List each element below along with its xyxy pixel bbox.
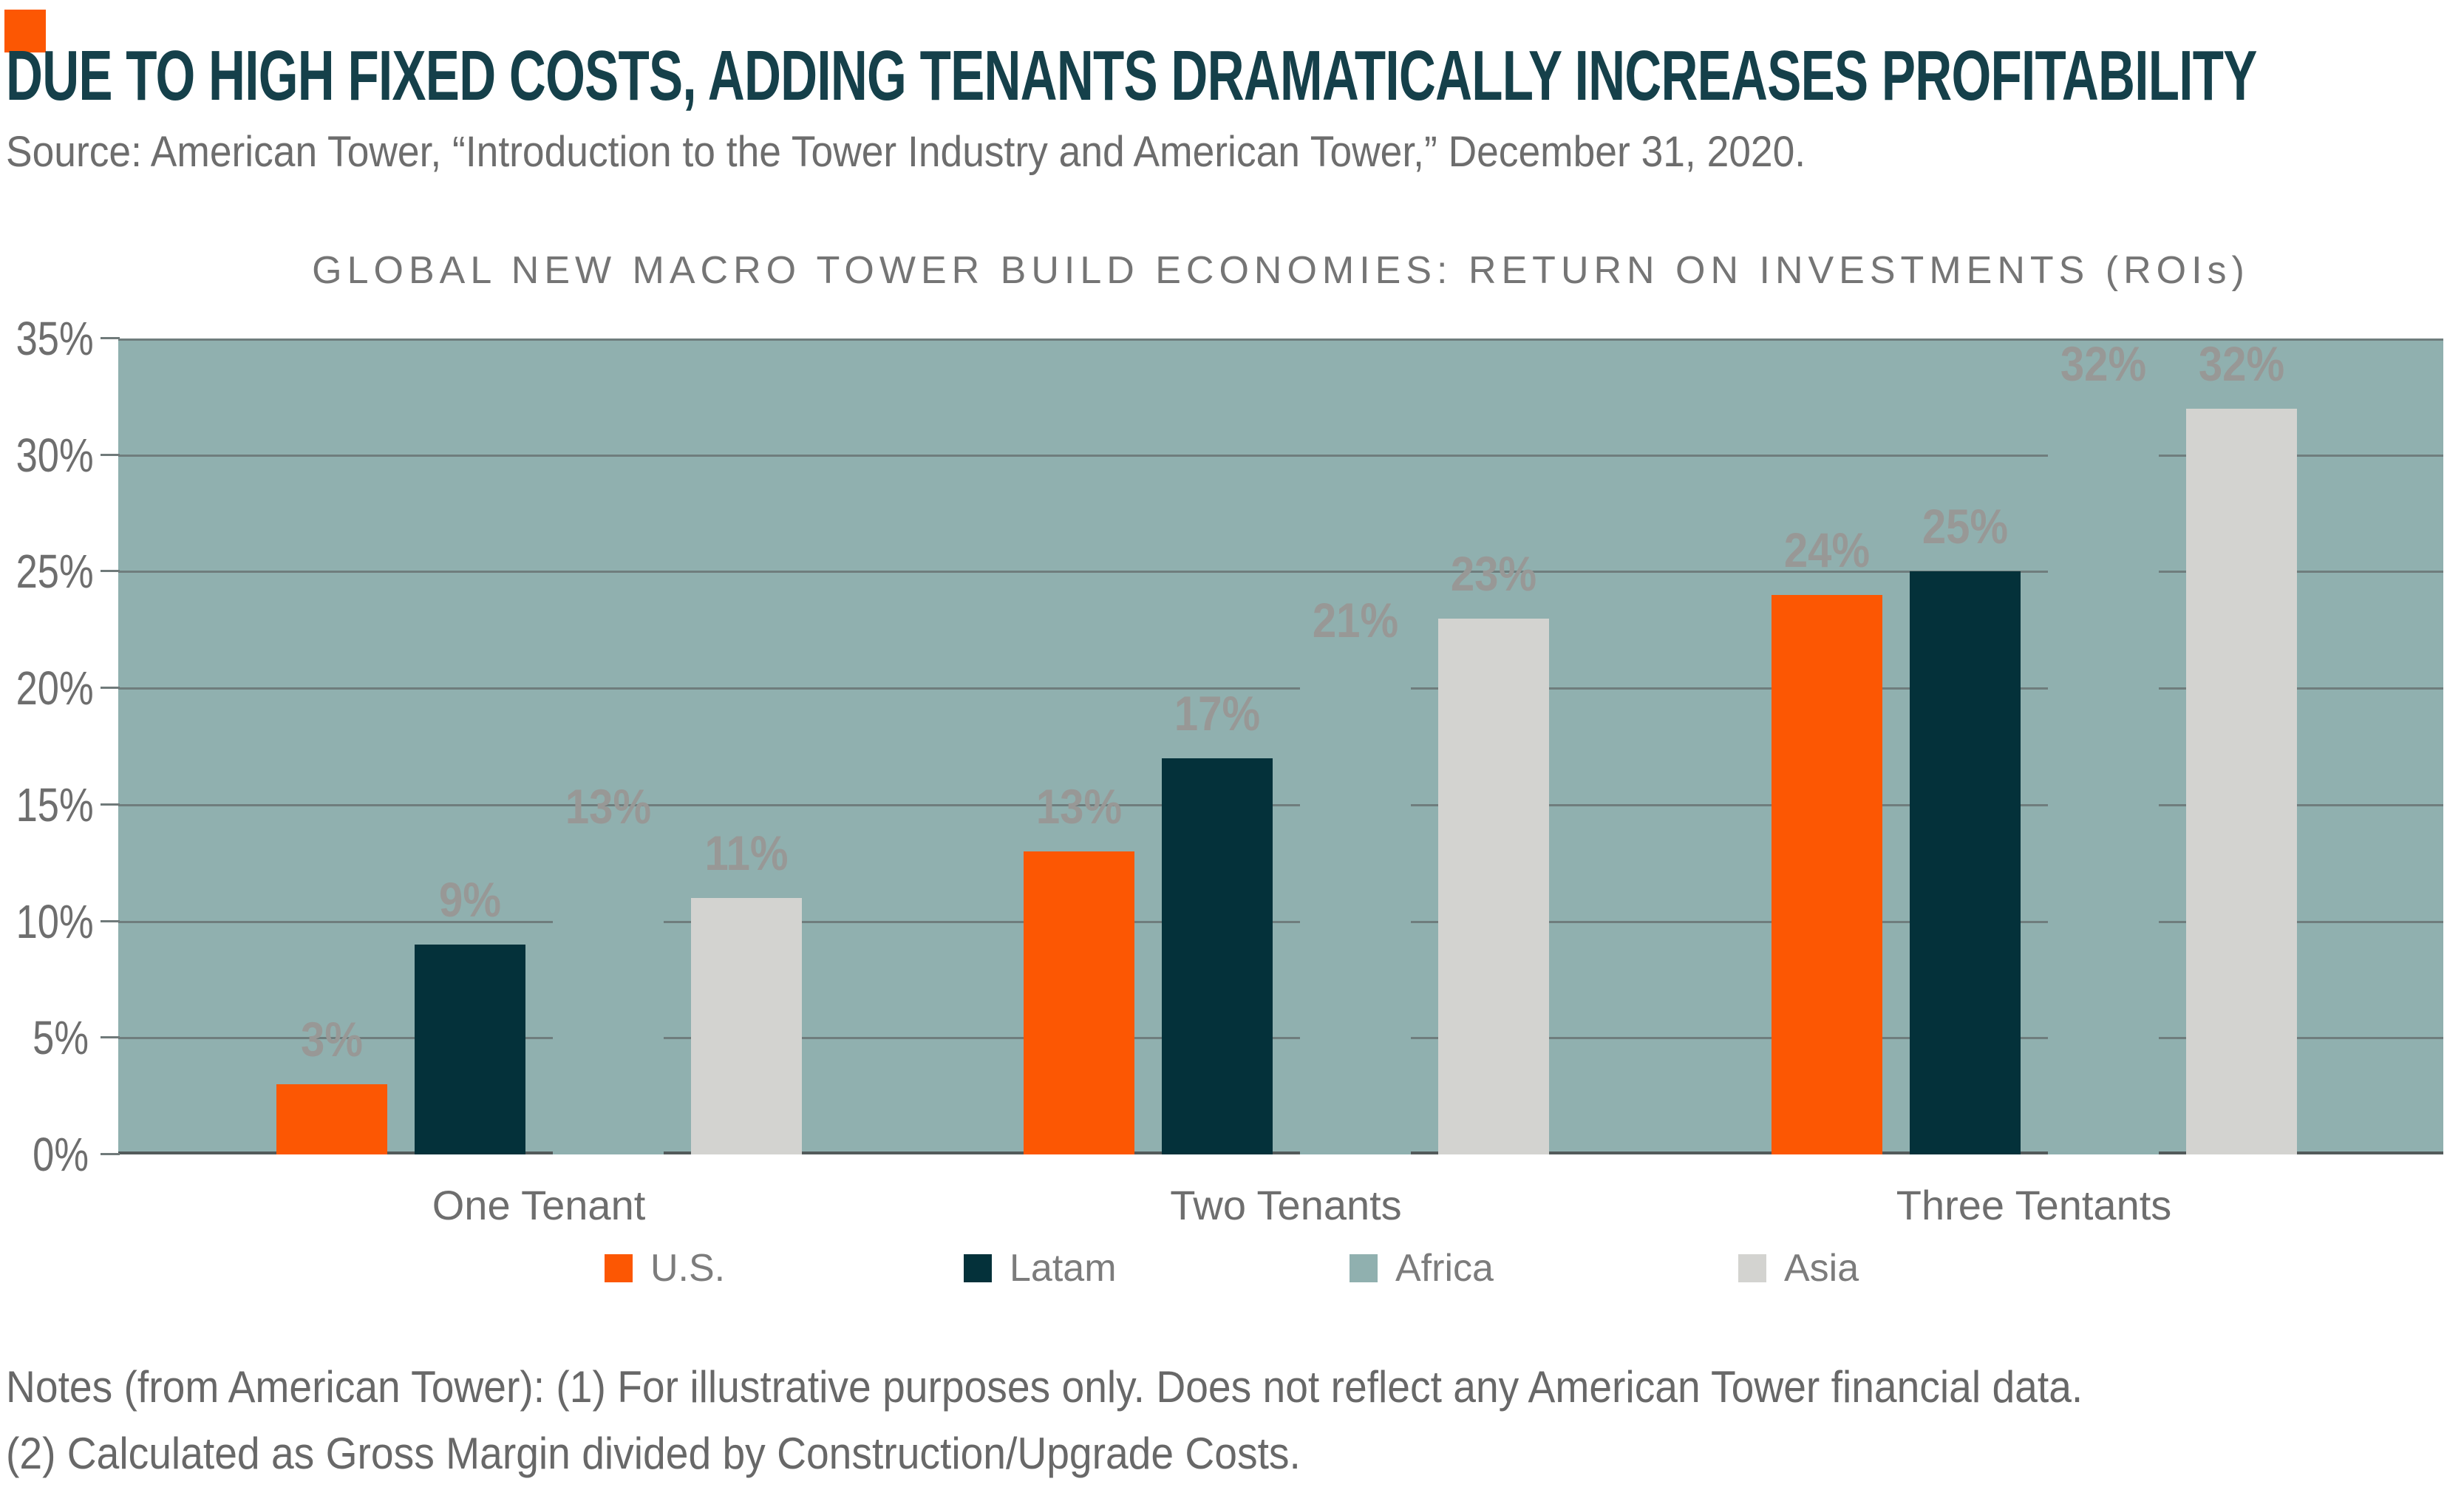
bar-value-label: 32%: [2060, 336, 2147, 391]
notes-line-2: (2) Calculated as Gross Margin divided b…: [6, 1429, 1301, 1478]
y-tick-label: 20%: [16, 661, 94, 715]
legend-label: Africa: [1395, 1247, 1494, 1290]
category-label: Three Tentants: [1896, 1182, 2172, 1228]
chart-title: GLOBAL NEW MACRO TOWER BUILD ECONOMIES: …: [312, 249, 2250, 292]
bar-value-label: 13%: [1035, 779, 1123, 834]
y-tick-25%: [101, 570, 120, 572]
gridline-15%: [118, 804, 2443, 806]
legend-swatch-us: [605, 1254, 633, 1282]
bar-asia-1: [691, 898, 802, 1154]
gridline-30%: [118, 455, 2443, 457]
legend-item-us: U.S.: [605, 1247, 726, 1290]
bar-africa-3: [2048, 409, 2159, 1154]
bar-us-3: [1772, 595, 1882, 1154]
bar-value-label: 24%: [1783, 523, 1871, 577]
y-tick-30%: [101, 454, 120, 456]
y-tick-label: 35%: [16, 312, 94, 365]
legend-swatch-africa: [1350, 1254, 1378, 1282]
y-tick-label: 0%: [33, 1128, 89, 1181]
legend-swatch-latam: [964, 1254, 992, 1282]
legend-swatch-asia: [1738, 1254, 1766, 1282]
y-tick-10%: [101, 920, 120, 922]
bar-value-label: 9%: [439, 872, 501, 927]
gridline-10%: [118, 921, 2443, 923]
bar-value-label: 11%: [704, 826, 789, 880]
legend-item-latam: Latam: [964, 1247, 1117, 1290]
bar-value-label: 13%: [565, 779, 652, 834]
gridline-25%: [118, 571, 2443, 573]
baseline-0pct: [118, 1151, 2443, 1154]
page-title: DUE TO HIGH FIXED COSTS, ADDING TENANTS …: [6, 36, 2257, 115]
bar-latam-1: [415, 945, 525, 1154]
bar-latam-3: [1910, 571, 2021, 1154]
y-tick-label: 15%: [16, 778, 94, 831]
bar-asia-2: [1438, 619, 1549, 1154]
legend-item-africa: Africa: [1350, 1247, 1494, 1290]
notes-line-1: Notes (from American Tower): (1) For ill…: [6, 1362, 2083, 1412]
bar-value-label: 23%: [1450, 546, 1537, 601]
plot-area: 3% 9% 13% 11% 13% 17% 21% 23% 24% 25% 32% 32%: [118, 339, 2443, 1154]
bar-africa-2: [1300, 665, 1411, 1154]
gridline-35%: [118, 339, 2443, 341]
bar-value-label: 17%: [1174, 686, 1261, 741]
y-tick-label: 10%: [16, 895, 94, 948]
bar-us-2: [1024, 851, 1134, 1154]
bar-latam-2: [1162, 758, 1273, 1154]
gridline-20%: [118, 687, 2443, 690]
accent-square: [4, 10, 46, 52]
y-tick-5%: [101, 1036, 120, 1038]
bar-value-label: 3%: [301, 1012, 363, 1067]
bar-us-1: [276, 1084, 387, 1154]
legend-label: U.S.: [650, 1247, 726, 1290]
y-tick-label: 25%: [16, 545, 94, 598]
y-tick-35%: [101, 337, 120, 339]
y-tick-0%: [101, 1153, 120, 1155]
gridline-5%: [118, 1037, 2443, 1039]
legend-label: Asia: [1784, 1247, 1859, 1290]
category-label: One Tenant: [432, 1182, 646, 1228]
y-tick-20%: [101, 687, 120, 689]
y-tick-label: 30%: [16, 429, 94, 482]
bar-value-label: 32%: [2198, 336, 2285, 391]
y-tick-15%: [101, 803, 120, 806]
bar-africa-1: [553, 851, 664, 1154]
category-label: Two Tenants: [1170, 1182, 1402, 1228]
legend-label: Latam: [1010, 1247, 1117, 1290]
source-line: Source: American Tower, “Introduction to…: [6, 128, 1806, 176]
y-tick-label: 5%: [33, 1011, 89, 1064]
legend-item-asia: Asia: [1738, 1247, 1859, 1290]
bar-value-label: 21%: [1312, 593, 1399, 647]
bar-value-label: 25%: [1922, 499, 2009, 554]
bar-asia-3: [2186, 409, 2297, 1154]
